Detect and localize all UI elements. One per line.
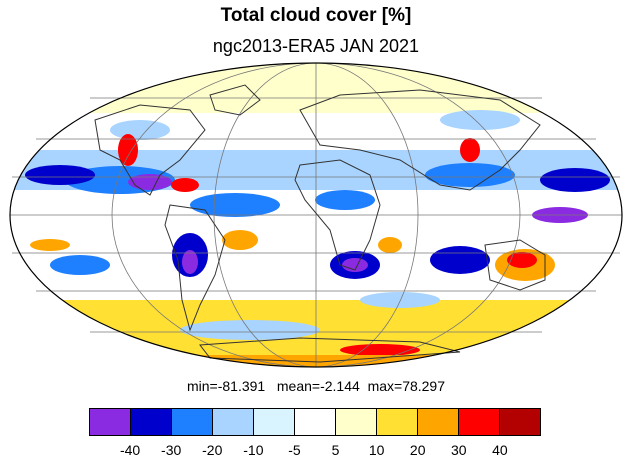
colorbar-box	[131, 409, 172, 435]
max-label: max=	[367, 378, 403, 394]
cloud-cover-map	[9, 62, 623, 368]
colorbar-label: -40	[119, 442, 141, 458]
colorbar-label: -10	[243, 442, 264, 458]
colorbar-label: -30	[161, 442, 182, 458]
colorbar-box	[500, 409, 540, 435]
colorbar-box	[295, 409, 336, 435]
colorbar-box	[172, 409, 213, 435]
colorbar-label: 5	[331, 442, 340, 458]
map-title: Total cloud cover [%]	[220, 5, 412, 26]
mean-value: -2.144	[320, 378, 360, 394]
colorbar-box	[418, 409, 459, 435]
colorbar-labels: -40 -30 -20 -10 -5 5 10 20 30 40	[89, 442, 541, 460]
colorbar-label: 20	[409, 442, 426, 458]
colorbar-label: 10	[368, 442, 385, 458]
colorbar-box	[377, 409, 418, 435]
colorbar-box	[336, 409, 377, 435]
min-value: -81.391	[217, 378, 266, 394]
colorbar-label: 40	[492, 442, 508, 458]
colorbar-box	[213, 409, 254, 435]
min-label: min=	[186, 378, 218, 394]
max-value: 78.297	[402, 378, 446, 394]
colorbar-box	[90, 409, 131, 435]
colorbar-box	[459, 409, 500, 435]
colorbar-label: 30	[451, 442, 467, 458]
colorbar	[89, 408, 541, 436]
colorbar-box	[254, 409, 295, 435]
colorbar-label: -20	[202, 442, 223, 458]
map-subtitle: ngc2013-ERA5 JAN 2021	[212, 36, 420, 56]
map-border	[9, 62, 623, 368]
stats-line: min=-81.391 mean=-2.144 max=78.297	[0, 378, 632, 394]
colorbar-label: -5	[288, 442, 301, 458]
mean-label: mean=	[276, 378, 321, 394]
